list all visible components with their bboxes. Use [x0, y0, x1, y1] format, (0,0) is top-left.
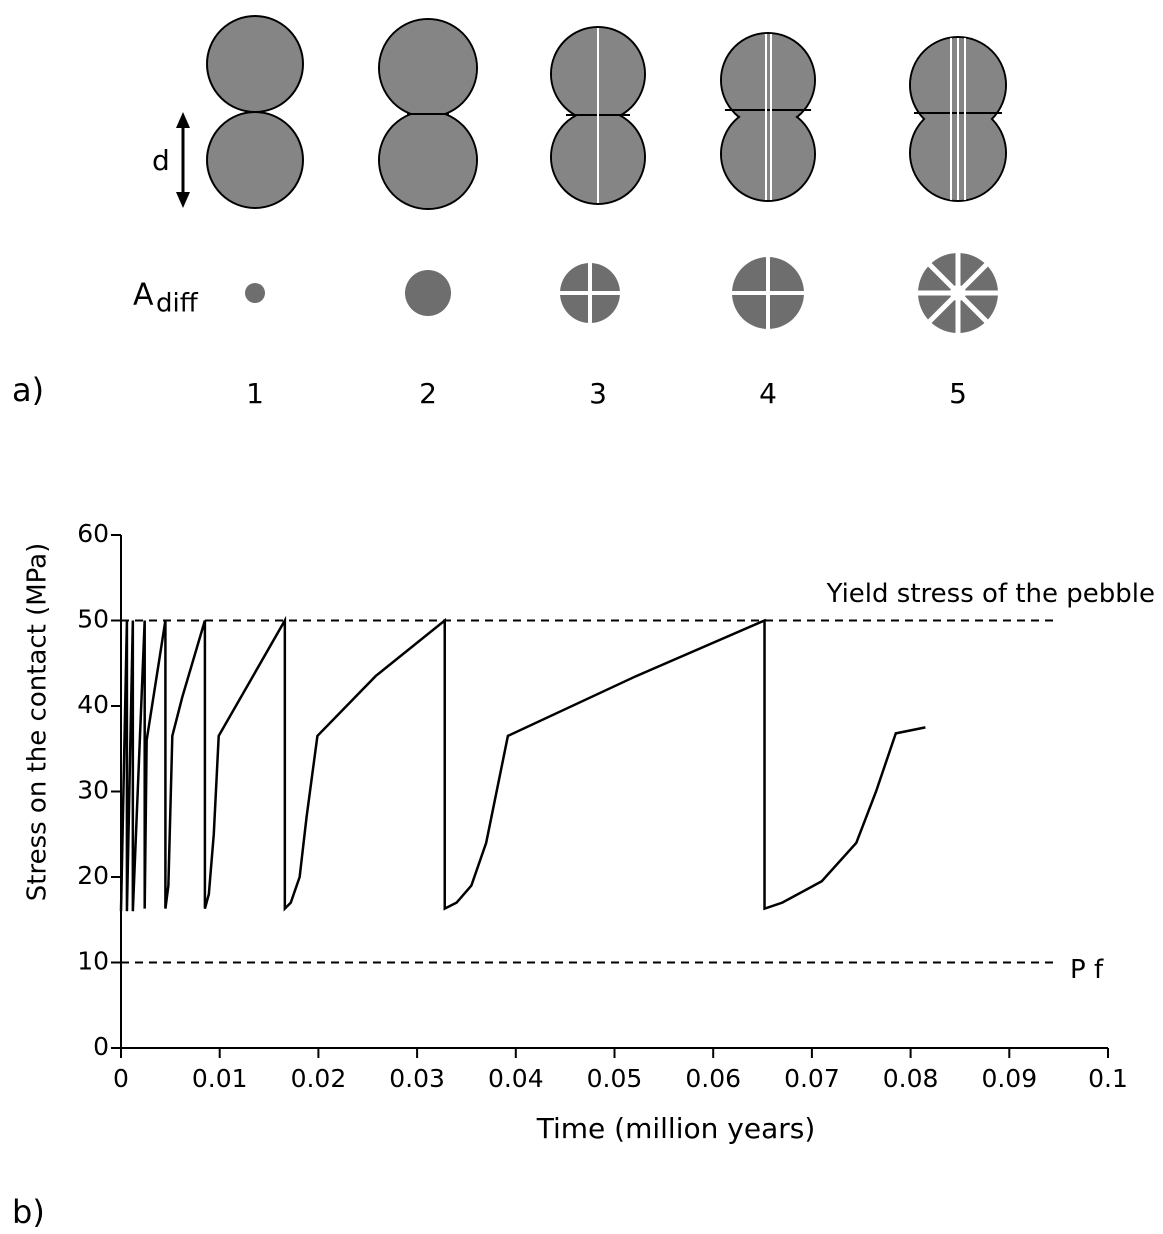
y-tick-label: 30: [77, 776, 109, 805]
y-tick-label: 60: [77, 519, 109, 548]
x-tick-label: 0: [113, 1064, 129, 1093]
x-tick-label: 0.08: [883, 1064, 939, 1093]
area-subscript: diff: [156, 289, 199, 319]
stage-number: 4: [759, 377, 777, 410]
reference-label: P f: [1070, 955, 1104, 985]
x-tick-label: 0.09: [981, 1064, 1037, 1093]
contact-areas: [245, 251, 1000, 335]
stage-number: 2: [419, 377, 437, 410]
x-tick-label: 0.05: [587, 1064, 643, 1093]
y-tick-label: 0: [93, 1032, 109, 1061]
x-tick-label: 0.01: [192, 1064, 248, 1093]
x-tick-label: 0.1: [1088, 1064, 1128, 1093]
x-tick-label: 0.04: [488, 1064, 544, 1093]
stage-number: 3: [589, 377, 607, 410]
y-tick-label: 20: [77, 861, 109, 890]
area-label: A: [133, 278, 154, 313]
distance-arrow: [176, 112, 190, 208]
stage-number: 1: [246, 377, 264, 410]
panel-label: a): [12, 371, 44, 409]
y-tick-label: 10: [77, 947, 109, 976]
doublets: [206, 15, 1007, 210]
x-tick-label: 0.07: [784, 1064, 840, 1093]
y-tick-label: 50: [77, 605, 109, 634]
x-axis-label: Time (million years): [536, 1112, 816, 1145]
x-tick-label: 0.02: [291, 1064, 347, 1093]
reference-label: Yield stress of the pebble: [826, 579, 1155, 609]
x-tick-label: 0.03: [389, 1064, 445, 1093]
stage-number: 5: [949, 377, 967, 410]
y-tick-label: 40: [77, 690, 109, 719]
y-axis-label: Stress on the contact (MPa): [23, 543, 53, 901]
distance-label: d: [152, 144, 170, 177]
panel-label: b): [12, 1193, 45, 1231]
data-line: [119, 615, 926, 912]
x-tick-label: 0.06: [685, 1064, 741, 1093]
